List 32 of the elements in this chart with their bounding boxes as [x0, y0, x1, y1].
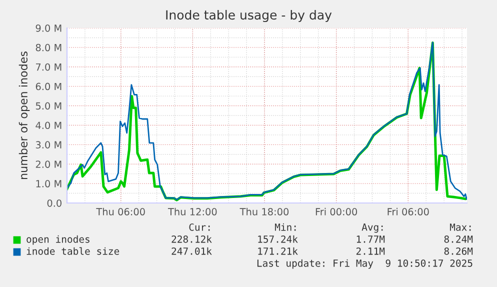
text: 228.12k [172, 235, 212, 243]
y-tick-label: 1.0 M [36, 180, 62, 188]
text: 157.24k [258, 235, 298, 243]
text: Min: [274, 223, 296, 231]
text: Last update: Fri May 9 10:50:17 2025 [257, 259, 472, 269]
text: Avg: [362, 224, 383, 233]
y-tick-label: 4.0 M [36, 122, 62, 130]
text: Max: [450, 224, 471, 231]
text: 1.77M [356, 236, 385, 243]
text: 8.26M [444, 247, 473, 255]
text: Cur: [189, 223, 210, 231]
y-axis-title: number of open inodes [18, 52, 30, 179]
y-tick-label: 0.0 [47, 199, 62, 207]
x-tick-label: Thu 06:00 [96, 208, 145, 216]
y-tick-label: 2.0 M [36, 160, 62, 168]
y-tick-label: 9.0 M [36, 24, 62, 32]
text: 247.01k [172, 247, 212, 255]
y-tick-label: 6.0 M [36, 82, 62, 90]
y-tick-label: 5.0 M [36, 102, 62, 110]
x-tick-label: Thu 18:00 [240, 208, 289, 216]
text: 2.11M [356, 247, 385, 255]
chart-title: Inode table usage - by day [166, 10, 332, 22]
text: 171.21k [258, 247, 298, 255]
y-tick-label: 8.0 M [36, 44, 62, 52]
y-tick-label: 7.0 M [36, 63, 62, 71]
x-tick-label: Thu 12:00 [168, 208, 217, 216]
x-tick-label: Fri 00:00 [316, 208, 358, 216]
x-tick-label: Fri 06:00 [388, 208, 429, 216]
legend-label: inode table size [26, 247, 120, 255]
y-tick-label: 3.0 M [36, 141, 62, 148]
text: 8.24M [444, 235, 473, 243]
legend-label: open inodes [26, 235, 90, 245]
